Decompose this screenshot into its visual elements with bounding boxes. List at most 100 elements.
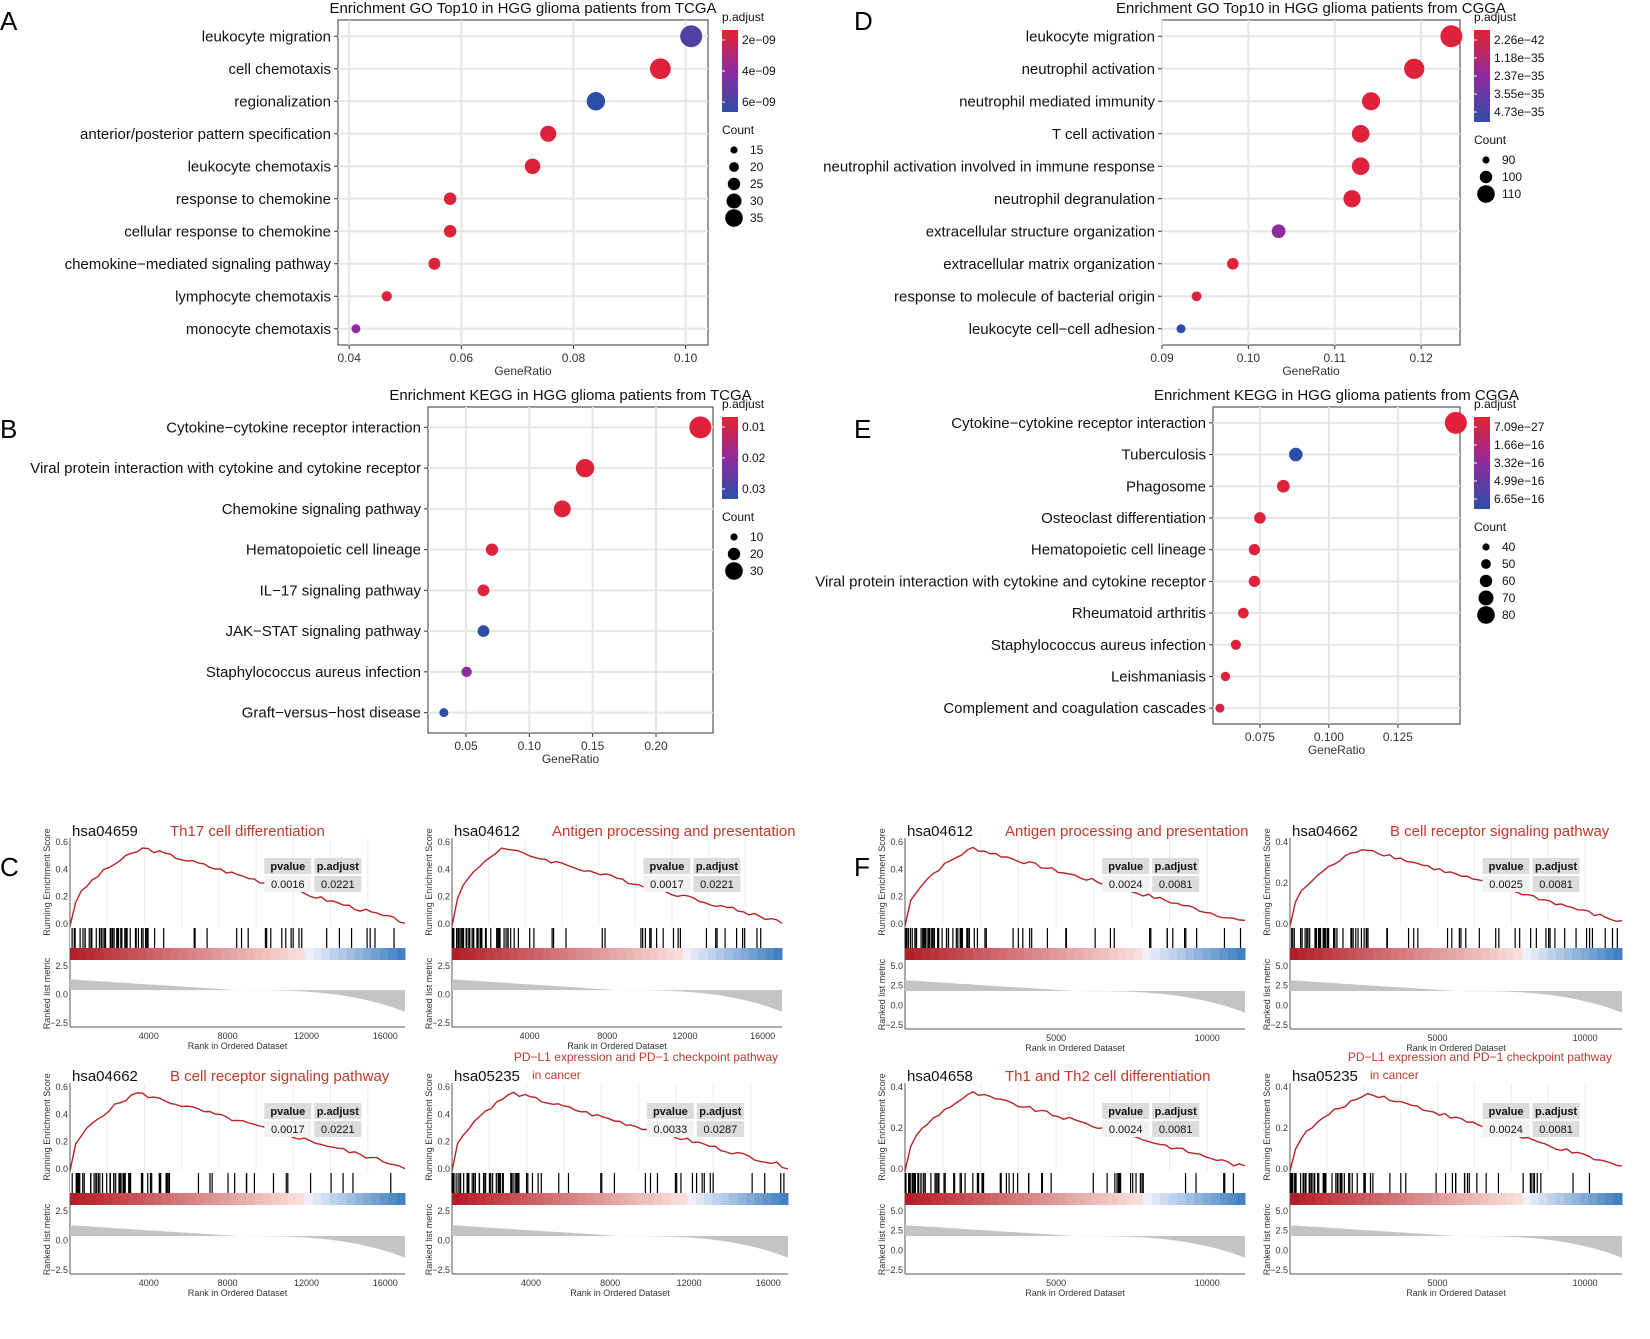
metric-axis-label: Ranked list metric bbox=[877, 958, 887, 1030]
metric-axis-label: Ranked list metric bbox=[424, 1203, 434, 1275]
metric-heat-cell bbox=[1202, 1193, 1212, 1205]
rank-tick-label: 12000 bbox=[672, 1031, 697, 1041]
data-point bbox=[1444, 411, 1467, 434]
metric-heat-cell bbox=[95, 1193, 104, 1205]
metric-heat-cell bbox=[312, 948, 322, 960]
count-legend-dot bbox=[1482, 156, 1490, 164]
pathway-id: hsa05235 bbox=[454, 1068, 520, 1085]
metric-heat-cell bbox=[922, 948, 931, 960]
metric-heat-cell bbox=[1032, 1193, 1042, 1205]
metric-tick-label: 2.5 bbox=[890, 981, 903, 991]
ranked-metric-area bbox=[1290, 980, 1622, 1013]
data-point bbox=[1230, 639, 1241, 650]
data-point bbox=[680, 25, 703, 48]
count-legend-dot bbox=[1477, 185, 1495, 203]
count-legend-label: 40 bbox=[1502, 540, 1516, 554]
metric-heat-cell bbox=[1024, 948, 1033, 960]
rank-tick-label: 4000 bbox=[521, 1278, 541, 1288]
metric-heat-cell bbox=[1588, 948, 1598, 960]
category-label: neutrophil mediated immunity bbox=[959, 93, 1155, 110]
stat-value-cell bbox=[1102, 1121, 1150, 1137]
es-tick-label: 0.0 bbox=[890, 1164, 903, 1174]
padj-legend-label: 2e−09 bbox=[742, 33, 776, 47]
es-tick-label: 0.6 bbox=[437, 837, 450, 847]
metric-heat-cell bbox=[1605, 1193, 1615, 1205]
x-tick-label: 0.10 bbox=[518, 739, 542, 753]
pathway-id: hsa04662 bbox=[72, 1068, 138, 1085]
x-tick-label: 0.10 bbox=[674, 351, 698, 365]
count-legend-dot bbox=[725, 209, 743, 227]
es-tick-label: 0.0 bbox=[1275, 1164, 1288, 1174]
metric-heat-cell bbox=[153, 1193, 163, 1205]
metric-heat-cell bbox=[162, 1193, 171, 1205]
stat-header-cell bbox=[1152, 1103, 1200, 1119]
metric-heat-cell bbox=[1472, 948, 1482, 960]
metric-heat-cell bbox=[653, 1193, 663, 1205]
metric-heat-cell bbox=[70, 948, 79, 960]
metric-heat-cell bbox=[699, 948, 709, 960]
data-point bbox=[1191, 291, 1202, 302]
data-point bbox=[477, 584, 490, 597]
count-legend-label: 100 bbox=[1502, 170, 1522, 184]
stat-header: p.adjust bbox=[1535, 861, 1578, 873]
stat-value-cell bbox=[1482, 876, 1530, 892]
metric-heat-cell bbox=[204, 1193, 213, 1205]
padj-legend-title: p.adjust bbox=[1474, 397, 1517, 411]
metric-heat-cell bbox=[1323, 948, 1332, 960]
data-point bbox=[1351, 157, 1370, 176]
pathway-id: hsa04612 bbox=[454, 823, 520, 840]
stat-value-cell bbox=[314, 876, 362, 892]
padj-legend-label: 3.32e−16 bbox=[1494, 456, 1545, 470]
metric-heat-cell bbox=[592, 948, 601, 960]
gsea-plot-3: hsa05235 PD−L1 expression and PD−1 checkp… bbox=[424, 1050, 789, 1298]
metric-heat-cell bbox=[137, 1193, 146, 1205]
metric-heat-cell bbox=[947, 1193, 957, 1205]
metric-heat-cell bbox=[1083, 948, 1093, 960]
metric-heat-cell bbox=[1100, 948, 1110, 960]
rank-tick-label: 5000 bbox=[1428, 1278, 1448, 1288]
stat-value: 0.0221 bbox=[700, 879, 734, 891]
metric-heat-cell bbox=[1497, 1193, 1507, 1205]
es-axis-label: Running Enrichment Score bbox=[877, 828, 887, 936]
stat-header: p.adjust bbox=[1535, 1106, 1578, 1118]
metric-heat-cell bbox=[321, 1193, 331, 1205]
panel-label-f: F bbox=[854, 852, 870, 882]
metric-heat-cell bbox=[1331, 1193, 1341, 1205]
plot-frame bbox=[1212, 406, 1461, 725]
x-tick-label: 0.04 bbox=[338, 351, 362, 365]
data-point bbox=[689, 416, 712, 439]
metric-heat-cell bbox=[1522, 948, 1532, 960]
gsea-plot-4: hsa04612 Antigen processing and presentat… bbox=[877, 823, 1249, 1053]
panel-label-d: D bbox=[854, 6, 873, 36]
metric-heat-cell bbox=[1572, 948, 1581, 960]
data-point bbox=[439, 708, 449, 718]
running-es-curve bbox=[451, 1091, 789, 1172]
metric-heat-cell bbox=[137, 948, 146, 960]
metric-heat-cell bbox=[611, 1193, 621, 1205]
pathway-title-line1: PD−L1 expression and PD−1 checkpoint pat… bbox=[514, 1050, 778, 1064]
metric-tick-label: 0.0 bbox=[890, 1245, 903, 1255]
metric-heat-cell bbox=[617, 948, 626, 960]
stat-value: 0.0016 bbox=[271, 879, 305, 891]
ranked-metric-area bbox=[905, 980, 1245, 1013]
rank-tick-label: 10000 bbox=[1573, 1033, 1598, 1043]
gsea-plot-6: hsa04658 Th1 and Th2 cell differentiation… bbox=[877, 1068, 1246, 1298]
metric-heat-cell bbox=[354, 1193, 364, 1205]
metric-heat-cell bbox=[1397, 1193, 1407, 1205]
metric-heat-cell bbox=[1480, 948, 1490, 960]
dotplot-E: Enrichment KEGG in HGG glioma patients f… bbox=[815, 387, 1544, 757]
metric-heat-cell bbox=[103, 948, 113, 960]
metric-heat-cell bbox=[388, 1193, 398, 1205]
data-point bbox=[1227, 257, 1239, 270]
data-point bbox=[540, 125, 557, 142]
metric-heat-cell bbox=[905, 948, 914, 960]
metric-heat-cell bbox=[1117, 1193, 1127, 1205]
metric-heat-cell bbox=[1389, 948, 1399, 960]
stat-header-cell bbox=[693, 858, 741, 874]
es-tick-label: 0.0 bbox=[55, 1164, 68, 1174]
metric-heat-cell bbox=[1348, 1193, 1357, 1205]
category-label: lymphocyte chemotaxis bbox=[175, 288, 331, 305]
pathway-title: Antigen processing and presentation bbox=[1005, 823, 1249, 840]
stat-value-cell bbox=[264, 1121, 312, 1137]
metric-heat-cell bbox=[561, 1193, 571, 1205]
